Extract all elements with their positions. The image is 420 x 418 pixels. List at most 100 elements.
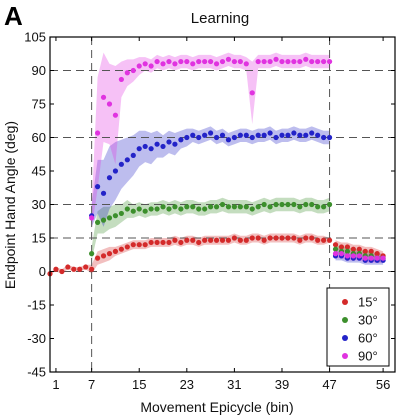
y-tick-label: 90 <box>32 63 46 78</box>
y-tick-label: 75 <box>32 97 46 112</box>
data-point <box>374 251 380 257</box>
data-point <box>112 112 119 118</box>
data-point <box>225 237 232 243</box>
data-point <box>160 143 166 150</box>
data-point <box>273 201 279 208</box>
data-point <box>285 201 291 208</box>
x-tick-label: 56 <box>376 377 390 392</box>
data-point <box>136 146 142 152</box>
data-point <box>142 242 148 248</box>
data-point <box>100 217 107 223</box>
data-point <box>332 242 339 248</box>
data-point <box>255 58 261 65</box>
data-point <box>124 244 130 250</box>
data-point <box>225 204 232 210</box>
legend-marker <box>342 317 348 323</box>
y-tick-label: 60 <box>32 130 46 145</box>
data-point <box>166 139 172 145</box>
data-point <box>184 134 190 141</box>
data-point <box>297 58 303 65</box>
data-point <box>237 237 243 243</box>
data-point <box>291 201 297 208</box>
data-point <box>237 204 243 210</box>
legend-marker <box>342 353 348 359</box>
data-point <box>267 58 273 65</box>
data-point <box>202 58 208 65</box>
data-point <box>178 58 184 65</box>
data-point <box>130 208 136 214</box>
data-point <box>243 61 249 67</box>
error-band <box>91 197 330 261</box>
data-point <box>184 204 190 210</box>
legend: 15° 30° 60° 90° <box>326 287 390 367</box>
data-point <box>100 190 107 196</box>
data-point <box>344 253 351 259</box>
x-tick-label: 15 <box>132 377 146 392</box>
data-point <box>190 237 196 243</box>
data-point <box>350 246 356 252</box>
data-point <box>321 134 327 141</box>
data-point <box>166 58 172 65</box>
panel-letter: A <box>4 1 23 31</box>
legend-marker <box>342 299 348 305</box>
data-point <box>166 239 172 246</box>
data-point <box>273 134 279 141</box>
data-point <box>315 132 321 138</box>
data-point <box>297 132 303 138</box>
data-point <box>303 56 309 62</box>
data-point <box>213 61 220 67</box>
x-tick-label: 47 <box>322 377 336 392</box>
y-tick-label: 45 <box>32 164 46 179</box>
data-point <box>243 132 249 138</box>
data-point <box>344 244 351 250</box>
y-tick-label: -45 <box>27 365 46 380</box>
data-point <box>160 239 166 246</box>
data-point <box>89 266 95 272</box>
data-point <box>303 201 309 208</box>
data-point <box>338 251 345 257</box>
data-point <box>321 204 327 210</box>
axis-ticks: 1 7 15 23 31 39 47 56 -45 -30 -15 0 15 30 45 60 75 90 105 <box>24 30 395 392</box>
data-point <box>321 237 327 243</box>
data-point <box>261 201 267 208</box>
data-point <box>249 134 255 141</box>
y-tick-label: 0 <box>39 264 46 279</box>
data-point <box>124 70 130 76</box>
data-point <box>326 201 333 208</box>
data-point <box>249 206 255 212</box>
data-point <box>315 58 321 65</box>
legend-label: 15° <box>358 295 378 310</box>
data-point <box>124 206 130 212</box>
data-point <box>118 161 124 167</box>
data-point <box>148 206 154 212</box>
data-point <box>148 239 154 246</box>
data-point <box>326 134 333 141</box>
legend-marker <box>342 335 348 341</box>
data-point <box>231 235 237 241</box>
data-point <box>368 248 374 254</box>
data-point <box>166 206 172 212</box>
data-point <box>154 206 160 212</box>
data-point <box>267 130 273 136</box>
data-point <box>279 58 285 65</box>
data-point <box>178 137 184 143</box>
data-point <box>321 58 327 65</box>
data-point <box>213 134 220 141</box>
data-point <box>160 61 166 67</box>
chart-title: Learning <box>191 10 249 27</box>
data-point <box>315 204 321 210</box>
data-point <box>106 101 113 107</box>
data-point <box>338 244 345 250</box>
data-point <box>326 237 333 243</box>
data-point <box>362 248 368 254</box>
data-point <box>225 137 232 143</box>
x-tick-label: 31 <box>227 377 241 392</box>
data-point <box>231 204 237 210</box>
data-point <box>356 246 362 252</box>
data-point <box>249 90 255 96</box>
data-point <box>315 237 321 243</box>
data-point <box>213 237 220 243</box>
data-point <box>71 266 77 272</box>
data-point <box>208 130 214 136</box>
data-point <box>208 204 214 210</box>
